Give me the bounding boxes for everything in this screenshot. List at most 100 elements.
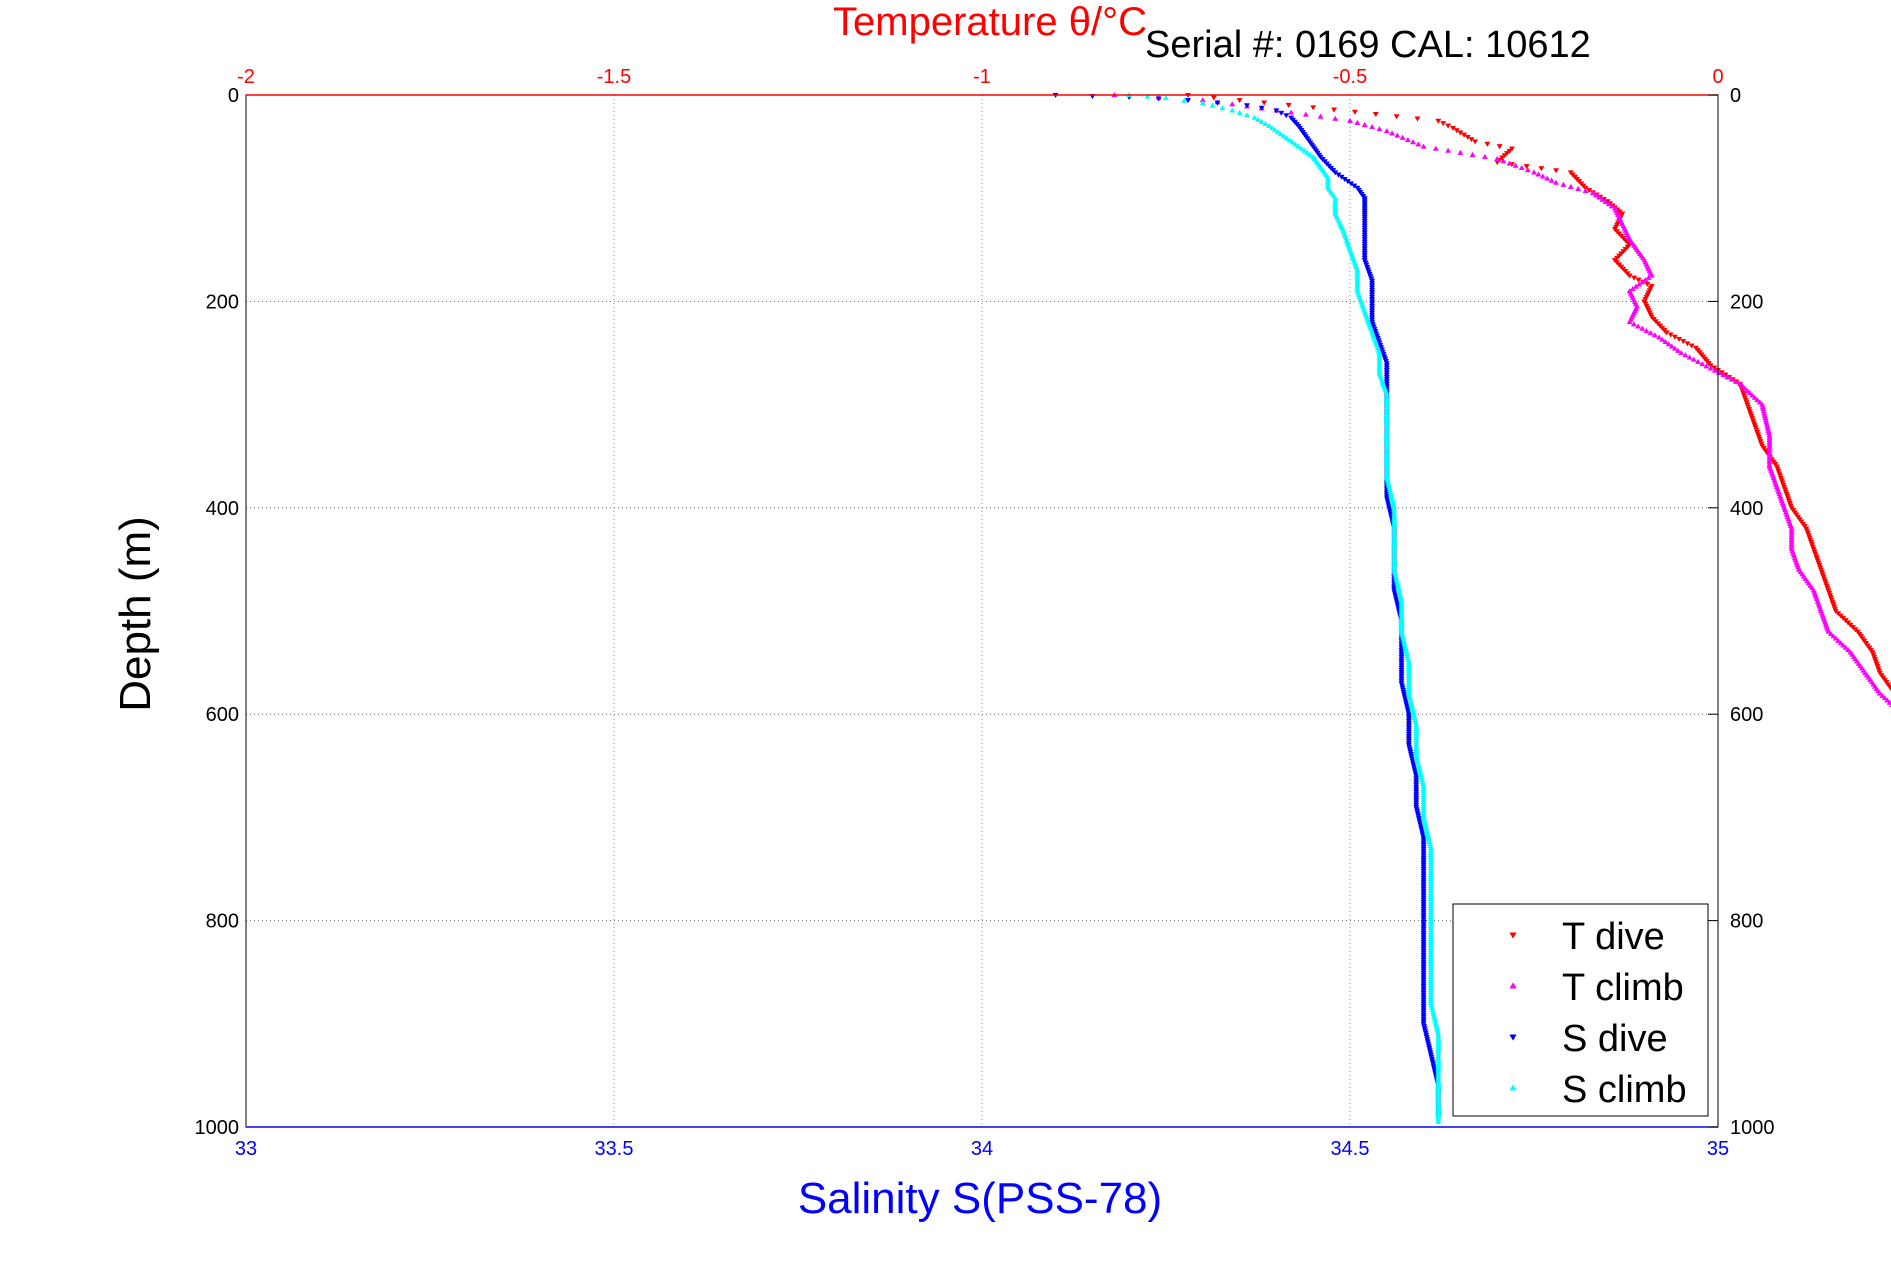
bottom-tick-labels: 33 33.5 34 34.5 35 bbox=[235, 1138, 1729, 1160]
point-1 bbox=[1317, 113, 1324, 119]
point-3 bbox=[1262, 120, 1269, 126]
legend-marker-1 bbox=[1509, 982, 1517, 989]
point-1 bbox=[1636, 281, 1643, 287]
temp-tick-1: -1.5 bbox=[597, 66, 631, 88]
series-s-dive bbox=[1052, 92, 1442, 1120]
point-1 bbox=[1432, 145, 1439, 151]
point-1 bbox=[1346, 117, 1354, 123]
temp-tick-2: -1 bbox=[973, 66, 991, 88]
point-1 bbox=[1481, 153, 1488, 159]
legend-marker-2 bbox=[1509, 1034, 1517, 1041]
point-2 bbox=[1258, 105, 1265, 111]
point-2 bbox=[1283, 113, 1290, 119]
point-1 bbox=[1494, 155, 1501, 162]
point-1 bbox=[1605, 201, 1612, 207]
top-tick-labels: -2 -1.5 -1 -0.5 0 bbox=[237, 66, 1723, 88]
point-1 bbox=[1518, 164, 1525, 170]
point-3 bbox=[1307, 151, 1314, 157]
point-0 bbox=[1663, 330, 1670, 336]
point-1 bbox=[1512, 162, 1519, 168]
point-0 bbox=[1372, 112, 1379, 118]
point-1 bbox=[1744, 387, 1751, 393]
point-1 bbox=[1746, 390, 1753, 396]
point-3 bbox=[1209, 102, 1216, 108]
point-3 bbox=[1268, 124, 1276, 131]
point-3 bbox=[1292, 141, 1299, 147]
point-1 bbox=[1500, 158, 1507, 164]
point-1 bbox=[1394, 132, 1401, 138]
point-1 bbox=[1699, 360, 1706, 367]
point-0 bbox=[1285, 102, 1292, 109]
series-t-climb bbox=[1111, 91, 1891, 708]
point-1 bbox=[1645, 274, 1652, 280]
horizontal-gridlines bbox=[246, 300, 1718, 922]
point-3 bbox=[1277, 131, 1284, 137]
point-1 bbox=[1720, 372, 1727, 378]
point-0 bbox=[1676, 336, 1683, 343]
vertical-gridlines bbox=[613, 95, 1351, 1127]
point-0 bbox=[1331, 107, 1338, 113]
point-1 bbox=[1690, 356, 1697, 362]
point-1 bbox=[1629, 285, 1636, 291]
point-1 bbox=[1361, 121, 1368, 127]
point-1 bbox=[1756, 399, 1763, 405]
point-3 bbox=[1254, 116, 1262, 122]
point-1 bbox=[1754, 396, 1761, 403]
point-3 bbox=[1280, 133, 1287, 139]
point-1 bbox=[1656, 334, 1663, 340]
point-1 bbox=[1728, 376, 1735, 382]
point-0 bbox=[1440, 121, 1447, 127]
data-points bbox=[1052, 91, 1891, 1124]
point-0 bbox=[1414, 116, 1421, 122]
point-3 bbox=[1301, 147, 1308, 153]
point-0 bbox=[1538, 166, 1545, 172]
sal-tick-0: 33 bbox=[235, 1138, 257, 1160]
point-1 bbox=[1589, 189, 1596, 196]
point-3 bbox=[1236, 109, 1243, 115]
point-0 bbox=[1496, 144, 1503, 150]
point-0 bbox=[1553, 168, 1560, 174]
y-tick-left-0: 0 bbox=[228, 85, 239, 107]
left-tick-labels: 0 200 400 600 800 1000 bbox=[195, 85, 240, 1139]
legend-marker-3 bbox=[1509, 1084, 1517, 1091]
point-1 bbox=[1630, 321, 1637, 327]
point-1 bbox=[1825, 628, 1832, 634]
point-3 bbox=[1144, 93, 1151, 99]
point-2 bbox=[1155, 96, 1162, 102]
point-0 bbox=[1435, 118, 1442, 124]
point-1 bbox=[1642, 276, 1649, 283]
point-1 bbox=[1632, 283, 1640, 289]
point-1 bbox=[1599, 196, 1606, 202]
point-1 bbox=[1445, 147, 1452, 153]
point-0 bbox=[1445, 123, 1452, 129]
point-3 bbox=[1229, 107, 1236, 113]
point-1 bbox=[1288, 109, 1295, 115]
point-0 bbox=[1631, 275, 1638, 281]
point-1 bbox=[1469, 151, 1476, 157]
point-3 bbox=[1243, 112, 1250, 118]
point-3 bbox=[1162, 95, 1170, 101]
x-axis-label: Salinity S(PSS-78) bbox=[798, 1174, 1162, 1223]
point-1 bbox=[1837, 640, 1844, 646]
point-1 bbox=[1651, 332, 1658, 338]
legend-label-1: T climb bbox=[1562, 967, 1684, 1009]
point-1 bbox=[1703, 363, 1710, 369]
point-1 bbox=[1671, 345, 1678, 351]
y-tick-right-1: 200 bbox=[1730, 291, 1763, 313]
point-3 bbox=[1435, 1118, 1442, 1124]
point-1 bbox=[1711, 367, 1718, 373]
point-1 bbox=[1383, 128, 1390, 134]
point-1 bbox=[1567, 183, 1574, 189]
legend-box bbox=[1452, 903, 1709, 1117]
point-1 bbox=[1639, 325, 1646, 331]
point-2 bbox=[1273, 108, 1280, 114]
point-1 bbox=[1354, 119, 1361, 125]
point-1 bbox=[1879, 692, 1886, 698]
sal-tick-3: 34.5 bbox=[1331, 1138, 1370, 1160]
point-2 bbox=[1185, 98, 1192, 104]
point-0 bbox=[1261, 100, 1268, 106]
point-1 bbox=[1229, 101, 1236, 107]
point-1 bbox=[1832, 635, 1839, 641]
point-1 bbox=[1682, 352, 1689, 358]
point-1 bbox=[1678, 349, 1685, 356]
